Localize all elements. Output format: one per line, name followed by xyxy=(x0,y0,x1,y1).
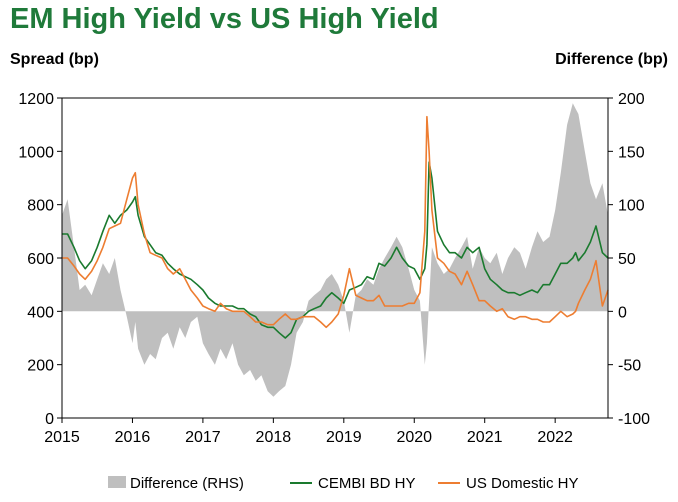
right-tick-label: 0 xyxy=(618,304,627,321)
left-tick-label: 1000 xyxy=(18,144,54,161)
legend-label-difference-rhs: Difference (RHS) xyxy=(130,475,244,492)
left-tick-label: 1200 xyxy=(18,91,54,108)
x-tick-label: 2022 xyxy=(537,429,573,446)
plot-frame xyxy=(61,97,609,419)
series-line-cembi-bd-hy xyxy=(62,161,609,339)
chart-title: EM High Yield vs US High Yield xyxy=(10,3,439,35)
legend-label-cembi-bd-hy: CEMBI BD HY xyxy=(318,475,416,492)
x-tick-label: 2017 xyxy=(185,429,221,446)
legend: Difference (RHS) CEMBI BD HY US Domestic H… xyxy=(108,475,579,492)
right-tick-label: -50 xyxy=(618,358,641,375)
x-tick-label: 2020 xyxy=(396,429,432,446)
legend-swatch-difference-rhs xyxy=(108,476,126,488)
tick-labels-layer: 0 200 400 600 800 1000 1200 -100 -50 0 50 100 150 200… xyxy=(18,91,650,446)
difference-area-layer xyxy=(62,103,608,397)
left-tick-label: 800 xyxy=(27,198,54,215)
series-lines-layer xyxy=(62,115,609,339)
right-tick-label: -100 xyxy=(618,411,650,428)
right-axis-title: Difference (bp) xyxy=(555,51,668,68)
x-tick-label: 2015 xyxy=(44,429,80,446)
x-tick-label: 2021 xyxy=(467,429,503,446)
left-tick-label: 400 xyxy=(27,304,54,321)
x-tick-label: 2019 xyxy=(326,429,362,446)
legend-label-us-domestic-hy: US Domestic HY xyxy=(466,475,579,492)
right-tick-label: 50 xyxy=(618,251,636,268)
left-tick-label: 200 xyxy=(27,358,54,375)
right-tick-label: 150 xyxy=(618,144,645,161)
right-tick-label: 100 xyxy=(618,198,645,215)
series-line-us-domestic-hy xyxy=(62,115,609,329)
series-area-difference-rhs xyxy=(62,103,608,397)
x-tick-label: 2018 xyxy=(256,429,292,446)
left-tick-label: 600 xyxy=(27,251,54,268)
x-tick-label: 2016 xyxy=(115,429,151,446)
left-tick-label: 0 xyxy=(45,411,54,428)
right-tick-label: 200 xyxy=(618,91,645,108)
left-axis-title: Spread (bp) xyxy=(10,51,99,68)
